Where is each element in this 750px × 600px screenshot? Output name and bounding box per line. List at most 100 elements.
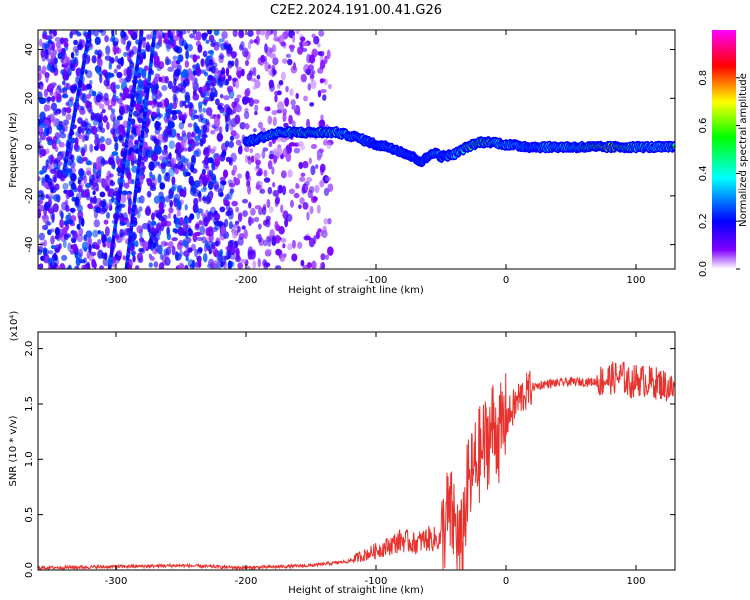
spectrogram-cell — [106, 212, 110, 219]
spectrogram-cell — [38, 137, 42, 144]
spectrogram-cell — [288, 44, 296, 50]
spectrogram-cell — [280, 237, 287, 243]
spectrogram-cell — [228, 182, 236, 188]
spectrogram-cell — [85, 70, 93, 79]
spectrogram-cell — [85, 159, 92, 166]
colorbar-gradient — [712, 30, 736, 269]
spectrogram-cell — [222, 169, 229, 179]
spectrogram-cell — [304, 184, 309, 192]
spectrogram-cell — [65, 214, 69, 221]
spectrogram-cell — [269, 53, 276, 59]
spectrogram-cell — [168, 140, 175, 150]
spectrogram-cell — [298, 204, 302, 210]
spectrogram-cell — [41, 49, 46, 57]
spectrogram-cell — [105, 45, 111, 56]
spectrogram-cell — [203, 174, 209, 181]
spectrogram-cell — [250, 155, 255, 163]
spectrogram-cell — [291, 34, 296, 43]
spectrogram-cell — [107, 188, 112, 198]
spectrogram-cell — [73, 143, 79, 151]
spectrogram-cell — [271, 109, 278, 116]
spectrogram-cell — [136, 210, 141, 219]
spectrogram-cell — [235, 100, 240, 109]
spectrogram-cell — [95, 165, 102, 171]
y-tick-label: 40 — [24, 43, 35, 56]
spectrogram-cell — [274, 94, 278, 103]
spectrogram-cell — [270, 30, 275, 35]
spectrogram-cell — [244, 59, 250, 66]
spectrogram-cell — [248, 70, 254, 76]
spectrogram-cell — [306, 211, 310, 221]
spectrogram-cell — [176, 241, 183, 251]
spectrogram-cell — [183, 250, 190, 257]
spectrogram-cell — [299, 176, 306, 182]
spectrogram-cell — [272, 148, 278, 155]
spectrogram-cell — [320, 114, 324, 121]
spectrogram-cell — [120, 56, 124, 67]
spectrogram-cell — [108, 61, 112, 70]
spectrogram-cell — [194, 135, 201, 142]
spectrogram-cell — [227, 74, 232, 82]
spectrogram-cell — [315, 164, 319, 169]
spectrogram-cell — [47, 229, 52, 236]
spectrogram-cell — [65, 113, 72, 121]
spectrogram-cell — [173, 69, 181, 77]
spectrogram-cell — [82, 30, 88, 36]
spectrogram-cell — [151, 99, 156, 109]
spectrogram-cell — [74, 265, 80, 269]
spectrogram-cell — [163, 38, 169, 43]
spectrogram-cell — [247, 30, 254, 37]
spectrogram-cell — [50, 210, 55, 221]
spectrogram-cell — [238, 232, 245, 240]
spectrogram-cell — [81, 128, 85, 134]
spectrogram-cell — [327, 246, 334, 256]
spectrogram-cell — [318, 148, 324, 154]
spectrogram-cell — [61, 93, 69, 99]
spectrogram-cell — [268, 141, 273, 148]
spectrogram-cell — [317, 228, 322, 233]
spectrogram-cell — [193, 202, 197, 213]
spectrogram-cell — [234, 220, 240, 225]
spectrogram-cell — [272, 57, 279, 66]
spectrogram-cell — [201, 159, 209, 165]
spectrogram-cell — [62, 182, 69, 190]
spectrogram-cell — [236, 94, 242, 99]
spectrogram-cell — [81, 217, 85, 227]
spectrogram-cell — [183, 147, 188, 152]
spectrogram-cell — [76, 155, 83, 164]
spectrogram-y-label: Frequency (Hz) — [8, 112, 19, 188]
spectrogram-cell — [227, 260, 232, 269]
spectrogram-cell — [256, 171, 262, 177]
spectrogram-cell — [95, 244, 100, 250]
spectrogram-cell — [38, 97, 46, 105]
spectrogram-cell — [53, 57, 58, 65]
spectrogram-cell — [175, 217, 180, 224]
spectrogram-cell — [309, 102, 315, 107]
spectrogram-cell — [260, 54, 266, 63]
y-tick-label: 0 — [24, 144, 35, 150]
spectrogram-cell — [232, 30, 238, 38]
spectrogram-cell — [159, 99, 167, 109]
spectrogram-cell — [182, 100, 187, 107]
spectrogram-cell — [137, 78, 143, 89]
spectrogram-cell — [98, 120, 104, 130]
spectrogram-cell — [209, 49, 214, 57]
spectrogram-cell — [144, 117, 151, 127]
spectrogram-cell — [91, 258, 96, 268]
spectrogram-cell — [92, 90, 97, 97]
spectrogram-cell — [184, 91, 190, 102]
spectrogram-cell — [226, 46, 233, 55]
spectrogram-cell — [215, 240, 219, 247]
spectrogram-cell — [258, 121, 263, 129]
spectrogram-cell — [161, 149, 169, 156]
spectrogram-cell — [184, 104, 188, 109]
spectrogram-cell — [168, 102, 173, 111]
spectrogram-cell — [228, 221, 233, 230]
spectrogram-cell — [97, 249, 104, 260]
spectrogram-cell — [103, 79, 110, 87]
spectrogram-cell — [159, 182, 166, 190]
spectrogram-cell — [137, 117, 143, 124]
spectrogram-cell — [144, 77, 148, 88]
spectrogram-cell — [55, 41, 61, 48]
spectrogram-cell — [310, 79, 317, 89]
